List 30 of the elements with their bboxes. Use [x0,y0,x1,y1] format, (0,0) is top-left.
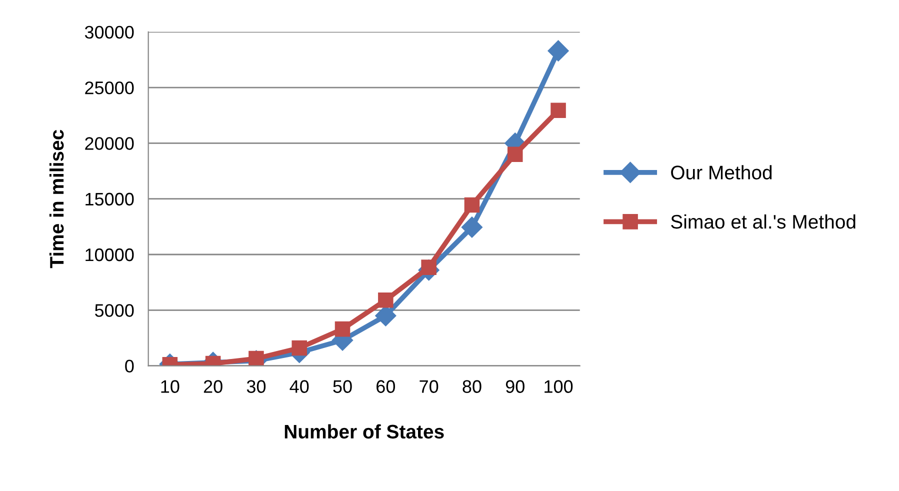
legend-label: Our Method [671,165,772,180]
x-tick-label: 70 [420,380,438,393]
x-tick-label: 90 [506,380,524,393]
y-tick-label: 0 [125,360,134,373]
x-tick-label: 40 [290,380,309,393]
x-tick-label: 50 [333,380,352,393]
y-tick-label: 30000 [84,26,134,39]
y-axis-title: Time in milisec [49,130,64,268]
point [378,292,394,308]
x-tick-label: 60 [376,380,396,393]
point [292,340,308,356]
point [550,102,566,118]
y-tick-label: 10000 [86,248,134,262]
y-tick-label: 25000 [85,81,134,94]
x-tick-label: 100 [544,380,573,393]
point [548,40,569,62]
x-tick-label: 10 [161,380,180,393]
point [248,350,264,366]
x-axis-title: Number of States [284,424,444,439]
y-tick-label: 5000 [95,304,134,317]
x-tick-label: 30 [246,380,266,393]
point [334,321,350,337]
x-tick-label: 80 [462,380,482,393]
point [507,146,523,162]
x-tick-label: 20 [204,380,222,393]
y-tick-label: 15000 [86,192,134,206]
legend-label: Simao et al.'s Method [671,214,856,229]
y-tick-label: 20000 [85,137,134,150]
point [464,197,480,213]
point [461,216,482,238]
